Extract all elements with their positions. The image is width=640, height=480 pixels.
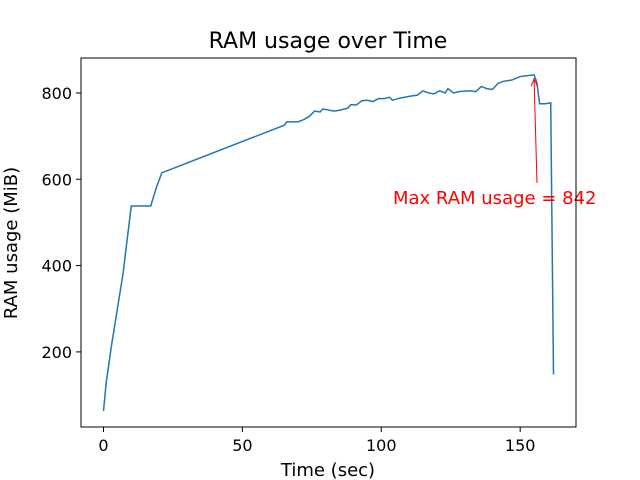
- y-axis-label: RAM usage (MiB): [1, 167, 22, 319]
- y-tick-label: 800: [41, 84, 72, 103]
- x-tick-label: 150: [505, 436, 536, 455]
- y-tick-label: 400: [41, 257, 72, 276]
- y-tick-label: 200: [41, 343, 72, 362]
- x-axis-label: Time (sec): [280, 460, 375, 480]
- annotation-arrow: [533, 78, 538, 184]
- x-tick-label: 0: [98, 436, 108, 455]
- y-tick-label: 600: [41, 170, 72, 189]
- chart-title: RAM usage over Time: [209, 29, 448, 54]
- annotation: Max RAM usage = 842: [393, 188, 596, 209]
- plot-frame: [80, 57, 577, 428]
- line: [102, 74, 555, 412]
- x-tick-label: 50: [232, 436, 252, 455]
- x-tick-label: 100: [366, 436, 397, 455]
- annotation-arrowhead: [530, 77, 538, 87]
